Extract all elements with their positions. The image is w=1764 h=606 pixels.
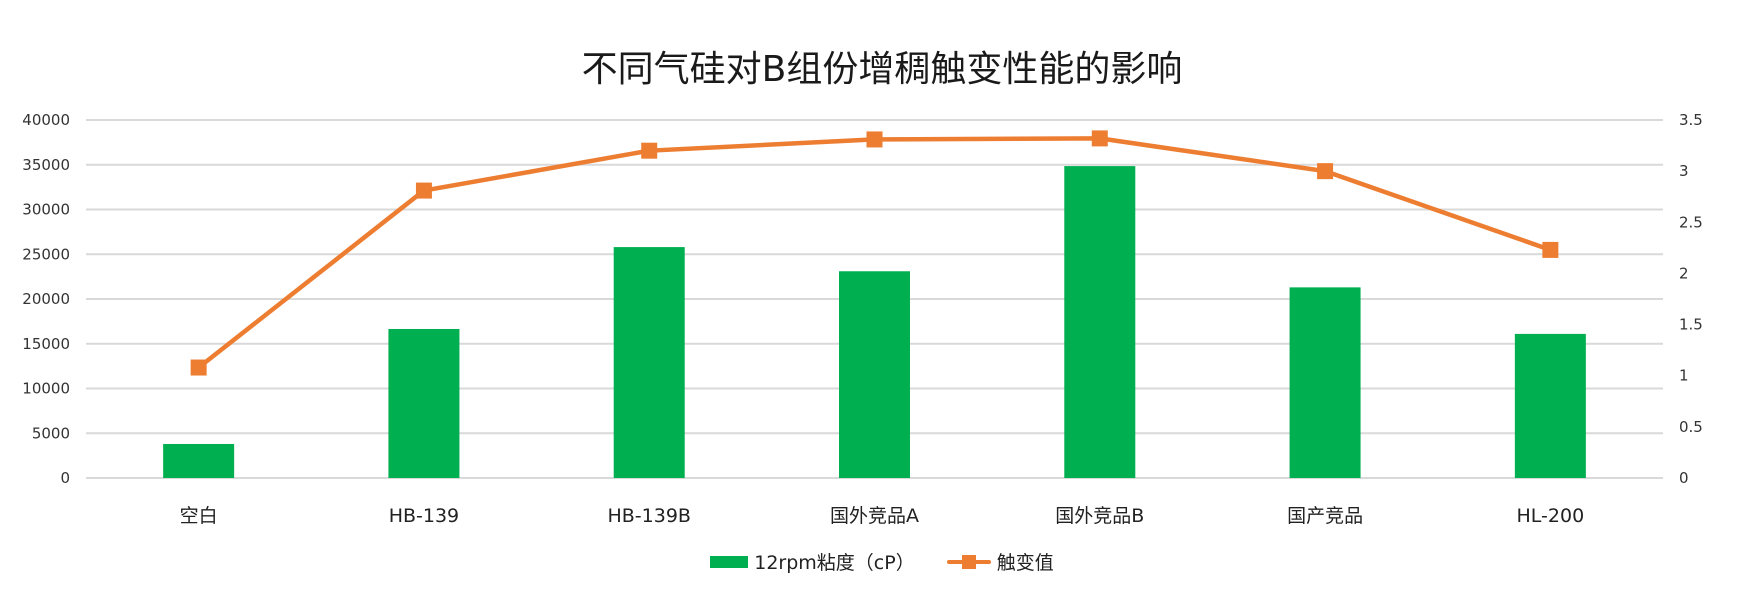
line-marker-square-icon[interactable] — [1091, 130, 1108, 147]
left-axis-tick: 10000 — [22, 380, 70, 398]
right-axis-tick: 1 — [1679, 367, 1689, 385]
legend-label: 触变值 — [996, 552, 1054, 574]
legend-item-thixotropy[interactable]: 触变值 — [946, 548, 1054, 575]
x-axis-label: 国外竞品B — [1055, 505, 1144, 527]
bar-swatch-icon — [710, 555, 749, 568]
right-axis-tick: 3 — [1679, 162, 1689, 180]
bar-HB-139[interactable] — [388, 328, 460, 478]
chart-title: 不同气硅对B组份增稠触变性能的影响 — [581, 49, 1183, 90]
x-axis-label: HL-200 — [1517, 505, 1585, 527]
bar-国外竞品A[interactable] — [839, 271, 910, 478]
line-marker-swatch-icon — [946, 552, 991, 572]
left-axis-tick: 20000 — [22, 290, 70, 308]
bar-国外竞品B[interactable] — [1064, 166, 1136, 478]
left-axis-tick: 0 — [60, 469, 70, 487]
line-marker-square-icon[interactable] — [415, 182, 432, 199]
line-marker-square-icon[interactable] — [190, 359, 207, 376]
left-axis-tick: 15000 — [22, 335, 70, 353]
legend-label: 12rpm粘度（cP） — [754, 552, 915, 574]
x-axis-label: 国外竞品A — [830, 505, 919, 527]
left-axis-tick: 35000 — [22, 156, 70, 174]
right-axis-tick: 1.5 — [1679, 316, 1703, 334]
line-marker-square-icon[interactable] — [1542, 241, 1559, 258]
x-axis-label: HB-139 — [389, 505, 459, 527]
line-marker-square-icon[interactable] — [1317, 163, 1334, 180]
right-axis-tick: 0 — [1679, 469, 1689, 487]
left-axis-tick: 5000 — [32, 424, 70, 442]
bar-空白[interactable] — [163, 443, 235, 478]
right-axis-tick: 0.5 — [1679, 418, 1703, 436]
left-axis-tick: 30000 — [22, 201, 70, 219]
x-axis-label: 空白 — [180, 505, 218, 527]
bar-HL-200[interactable] — [1514, 333, 1586, 478]
legend-item-viscosity[interactable]: 12rpm粘度（cP） — [710, 548, 915, 575]
right-axis-tick: 2 — [1679, 264, 1689, 282]
line-marker-square-icon[interactable] — [866, 131, 883, 148]
left-axis-tick: 40000 — [22, 111, 70, 129]
x-axis-label: HB-139B — [607, 505, 690, 527]
x-axis-label: 国产竞品 — [1287, 505, 1363, 527]
bar-HB-139B[interactable] — [613, 247, 685, 478]
line-marker-square-icon[interactable] — [641, 142, 658, 159]
bar-国产竞品[interactable] — [1289, 287, 1361, 478]
legend: 12rpm粘度（cP） 触变值 — [0, 548, 1764, 575]
right-axis-tick: 2.5 — [1679, 213, 1703, 231]
right-axis-tick: 3.5 — [1679, 111, 1703, 129]
left-axis-tick: 25000 — [22, 245, 70, 263]
